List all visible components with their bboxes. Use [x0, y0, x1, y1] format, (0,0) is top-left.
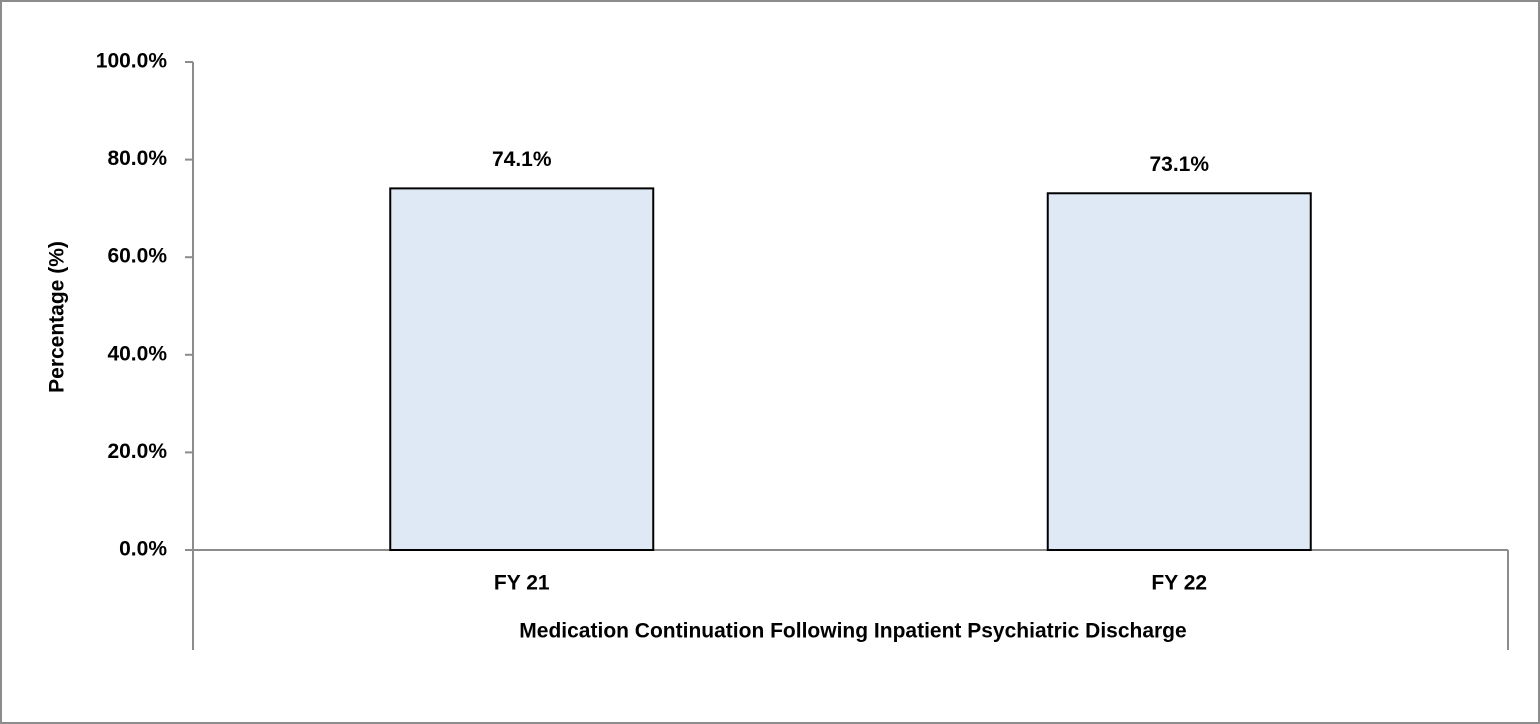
- y-tick-label: 0.0%: [119, 538, 167, 561]
- data-label: 73.1%: [1149, 153, 1209, 176]
- x-tick-label: FY 22: [1151, 572, 1207, 595]
- y-tick-label: 100.0%: [96, 50, 168, 73]
- x-axis-label: Medication Continuation Following Inpati…: [519, 620, 1186, 643]
- y-tick-label: 60.0%: [107, 245, 167, 268]
- data-label: 74.1%: [492, 148, 552, 171]
- y-tick-label: 20.0%: [107, 440, 167, 463]
- y-tick-label: 40.0%: [107, 342, 167, 365]
- x-tick-label: FY 21: [494, 572, 550, 595]
- y-tick-label: 80.0%: [107, 147, 167, 170]
- y-axis-label: Percentage (%): [46, 241, 69, 393]
- bar: [1046, 192, 1312, 551]
- bar: [389, 187, 655, 551]
